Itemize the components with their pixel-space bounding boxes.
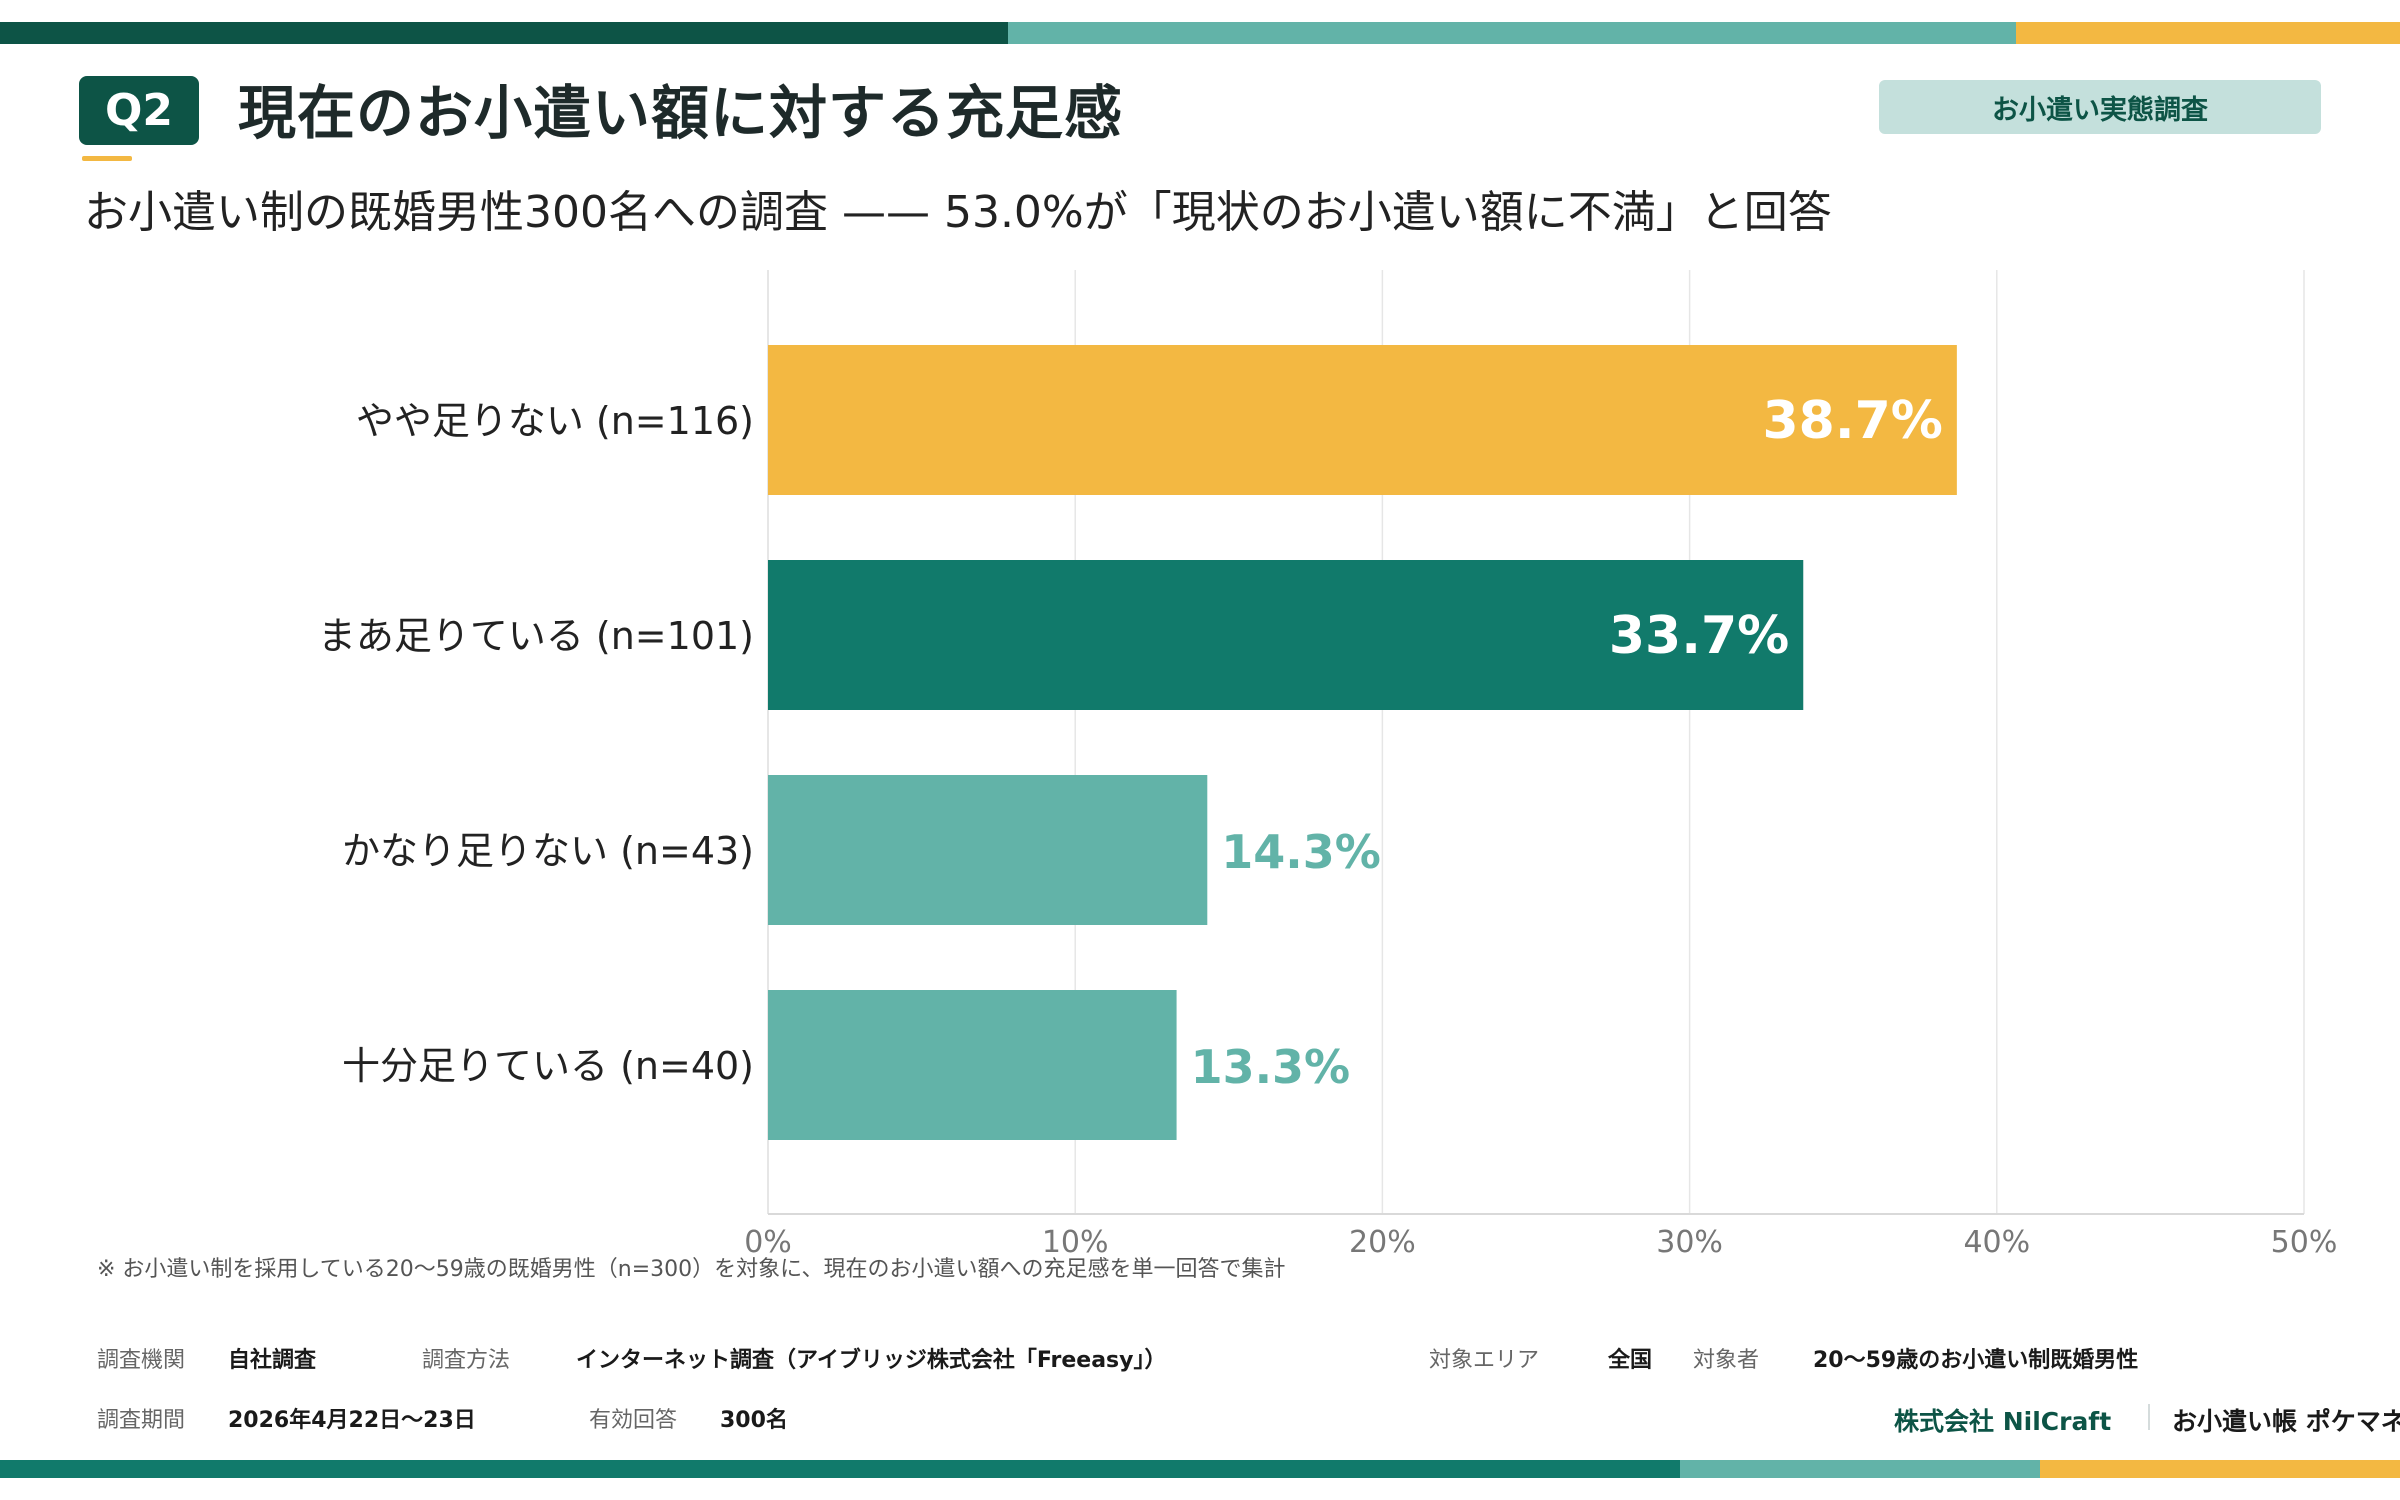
data-label: 33.7% [1609, 606, 1789, 666]
bottom-bar-segment-light [1680, 1460, 2040, 1478]
app-name: お小遣い帳 ポケマネ [2172, 1407, 2400, 1436]
page-subtitle: お小遣い制の既婚男性300名への調査 —— 53.0%が「現状のお小遣い額に不満… [84, 187, 1832, 238]
org-value: 自社調査 [228, 1348, 317, 1373]
data-label: 13.3% [1191, 1040, 1351, 1094]
area-value: 全国 [1608, 1348, 1653, 1373]
bar-chart: 0% 10% 20% 30% 40% 50% やや足りない (n=116) 38.7% まあ足り… [318, 270, 2338, 1260]
valid-value: 300名 [720, 1408, 788, 1433]
bottom-bar-segment-teal [0, 1460, 1680, 1478]
footer-divider [2148, 1404, 2150, 1430]
x-tick-label: 30% [1656, 1225, 1723, 1260]
method-label: 調査方法 [422, 1348, 511, 1373]
question-badge: Q2 [79, 76, 199, 145]
category-label: かなり足りない (n=43) [342, 829, 754, 873]
bar [768, 560, 1804, 710]
company-name: 株式会社 NilCraft [1894, 1407, 2112, 1436]
bar [768, 990, 1177, 1140]
bottom-accent-bar [0, 1460, 2400, 1478]
footnote: ※ お小遣い制を採用している20〜59歳の既婚男性（n=300）を対象に、現在の… [97, 1257, 1286, 1282]
valid-label: 有効回答 [589, 1408, 678, 1433]
target-value: 20〜59歳のお小遣い制既婚男性 [1813, 1348, 2139, 1373]
x-tick-label: 0% [744, 1225, 792, 1260]
bar [768, 345, 1957, 495]
survey-tag: お小遣い実態調査 [1879, 80, 2321, 134]
bar [768, 775, 1208, 925]
x-tick-label: 50% [2271, 1225, 2338, 1260]
target-label: 対象者 [1693, 1348, 1760, 1373]
top-bar-segment-teal [1008, 22, 2016, 44]
method-value: インターネット調査（アイブリッジ株式会社「Freeasy」） [576, 1348, 1167, 1373]
badge-underline [82, 156, 132, 161]
bottom-bar-segment-yellow [2040, 1460, 2400, 1478]
org-label: 調査機関 [97, 1348, 186, 1373]
data-label: 14.3% [1221, 825, 1381, 879]
category-label: 十分足りている (n=40) [342, 1044, 754, 1088]
top-bar-segment-yellow [2016, 22, 2400, 44]
data-label: 38.7% [1762, 391, 1942, 451]
category-label: やや足りない (n=116) [356, 399, 754, 443]
x-tick-label: 40% [1963, 1225, 2030, 1260]
top-bar-segment-dark [0, 22, 1008, 44]
period-value: 2026年4月22日〜23日 [228, 1408, 476, 1433]
top-accent-bar [0, 22, 2400, 44]
category-label: まあ足りている (n=101) [318, 614, 754, 658]
area-label: 対象エリア [1429, 1348, 1540, 1373]
x-tick-label: 20% [1349, 1225, 1416, 1260]
x-tick-label: 10% [1042, 1225, 1109, 1260]
page-title: 現在のお小遣い額に対する充足感 [238, 79, 1124, 147]
period-label: 調査期間 [97, 1408, 186, 1433]
